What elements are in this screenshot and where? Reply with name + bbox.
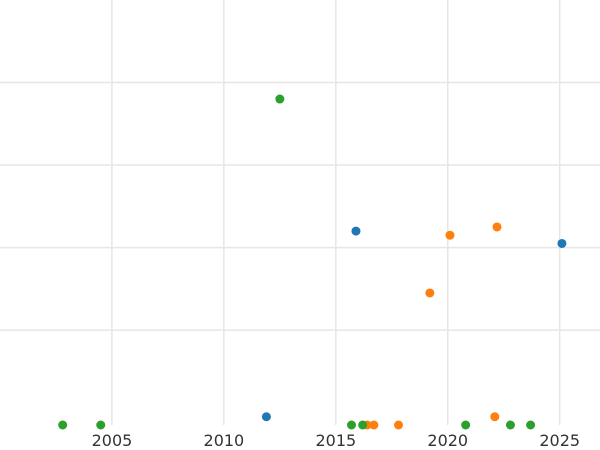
data-point xyxy=(58,420,68,430)
data-point xyxy=(358,420,368,430)
data-point xyxy=(461,420,471,430)
data-point xyxy=(445,230,455,240)
data-point xyxy=(492,222,502,232)
x-tick-label: 2020 xyxy=(427,431,468,450)
data-point xyxy=(505,420,515,430)
data-point xyxy=(394,420,404,430)
data-point xyxy=(369,420,379,430)
data-points xyxy=(58,94,567,430)
data-point xyxy=(351,226,361,236)
grid-lines xyxy=(0,0,600,425)
data-point xyxy=(490,412,500,422)
x-tick-label: 2015 xyxy=(315,431,356,450)
x-tick-label: 2005 xyxy=(92,431,133,450)
data-point xyxy=(346,420,356,430)
x-tick-label: 2010 xyxy=(204,431,245,450)
x-axis-tick-labels: 2005 2010 2015 2020 2025 xyxy=(92,431,580,450)
data-point xyxy=(96,420,106,430)
data-point xyxy=(261,412,271,422)
data-point xyxy=(557,238,567,248)
x-tick-label: 2025 xyxy=(539,431,580,450)
data-point xyxy=(425,288,435,298)
data-point xyxy=(275,94,285,104)
data-point xyxy=(526,420,536,430)
